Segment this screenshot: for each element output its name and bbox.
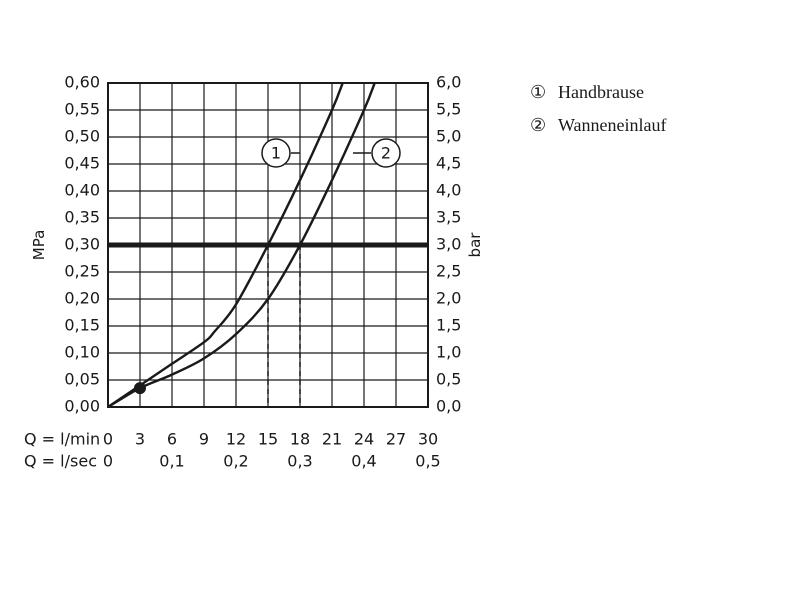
- curve-marker-label: 1: [271, 144, 281, 163]
- series-line-wanneneinlauf: [107, 82, 376, 409]
- x-lmin-tick-label: 9: [199, 430, 209, 449]
- x-lsec-tick-label: 0,3: [287, 452, 312, 471]
- y-right-tick-label: 3,0: [436, 235, 461, 254]
- legend-symbol-2: ②: [530, 115, 546, 135]
- y-right-tick-label: 5,5: [436, 100, 461, 119]
- x-lmin-tick-label: 21: [322, 430, 342, 449]
- y-right-tick-label: 1,5: [436, 316, 461, 335]
- legend-item-handbrause: ① Handbrause: [530, 82, 644, 102]
- legend-symbol-1: ①: [530, 82, 546, 102]
- curve-marker-circle: [261, 138, 291, 168]
- y-left-tick-label: 0,20: [64, 289, 100, 308]
- x-lsec-tick-label: 0: [103, 452, 113, 471]
- y-left-tick-label: 0,15: [64, 316, 100, 335]
- y-left-tick-label: 0,00: [64, 397, 100, 416]
- axis-titles: MPa bar Q = l/min Q = l/sec: [24, 230, 484, 471]
- tick-labels: 0 3 6 9 12 15 18 21 24 27 300,00 0,00,05 0,50,10 1,00…: [64, 73, 461, 471]
- x-lmin-tick-label: 3: [135, 430, 145, 449]
- y-right-tick-label: 5,0: [436, 127, 461, 146]
- y-left-tick-label: 0,10: [64, 343, 100, 362]
- plot-border: [107, 82, 429, 408]
- y-left-tick-label: 0,45: [64, 154, 100, 173]
- x-lmin-tick-label: 12: [226, 430, 246, 449]
- y-left-tick-label: 0,35: [64, 208, 100, 227]
- x-lmin-tick-label: 27: [386, 430, 406, 449]
- y-left-axis-title: MPa: [30, 230, 48, 261]
- series-lines: [107, 82, 376, 409]
- legend-item-wanneneinlauf: ② Wanneneinlauf: [530, 115, 667, 135]
- y-right-tick-label: 6,0: [436, 73, 461, 92]
- y-right-tick-label: 2,5: [436, 262, 461, 281]
- x-lsec-tick-label: 0,5: [415, 452, 440, 471]
- y-right-tick-label: 0,5: [436, 370, 461, 389]
- legend-label-wanneneinlauf: Wanneneinlauf: [558, 115, 667, 135]
- y-left-tick-label: 0,25: [64, 262, 100, 281]
- y-left-tick-label: 0,05: [64, 370, 100, 389]
- plot-frame: [107, 82, 429, 408]
- legend: ① Handbrause ② Wanneneinlauf: [530, 82, 667, 135]
- x-lmin-tick-label: 18: [290, 430, 310, 449]
- x-lmin-tick-label: 6: [167, 430, 177, 449]
- dashed-drop-lines: [267, 245, 301, 407]
- y-right-tick-label: 2,0: [436, 289, 461, 308]
- y-left-tick-label: 0,55: [64, 100, 100, 119]
- x-lsec-tick-label: 0,1: [159, 452, 184, 471]
- y-right-tick-label: 0,0: [436, 397, 461, 416]
- y-left-tick-label: 0,60: [64, 73, 100, 92]
- curve-marker-label: 2: [381, 144, 391, 163]
- y-right-tick-label: 4,5: [436, 154, 461, 173]
- y-right-tick-label: 4,0: [436, 181, 461, 200]
- x-lmin-tick-label: 30: [418, 430, 438, 449]
- x-lmin-tick-label: 0: [103, 430, 113, 449]
- x-lmin-tick-label: 24: [354, 430, 374, 449]
- legend-label-handbrause: Handbrause: [558, 82, 644, 102]
- y-left-tick-label: 0,30: [64, 235, 100, 254]
- x-lsec-tick-label: 0,4: [351, 452, 376, 471]
- x-lmin-axis-title: Q = l/min: [24, 430, 100, 449]
- series-line-handbrause: [107, 82, 344, 408]
- x-lmin-tick-label: 15: [258, 430, 278, 449]
- y-left-tick-label: 0,50: [64, 127, 100, 146]
- y-right-tick-label: 1,0: [436, 343, 461, 362]
- x-lsec-axis-title: Q = l/sec: [24, 452, 97, 471]
- y-right-tick-label: 3,5: [436, 208, 461, 227]
- y-right-axis-title: bar: [466, 232, 484, 258]
- curve-marker-circle: [371, 138, 401, 168]
- data-point-marker: [134, 382, 146, 395]
- y-left-tick-label: 0,40: [64, 181, 100, 200]
- x-lsec-tick-label: 0,2: [223, 452, 248, 471]
